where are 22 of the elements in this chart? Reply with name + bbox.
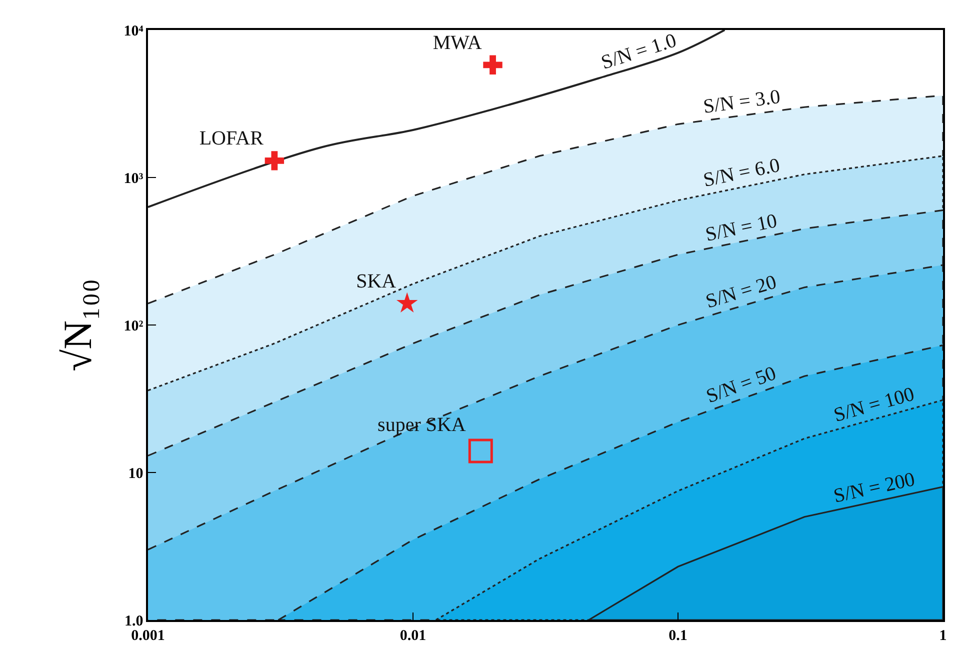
y-tick-label: 1.0 (124, 613, 144, 630)
series-label: S/N = 3.0 (702, 86, 782, 118)
text: S/N = 100 (831, 383, 917, 427)
text: S/N = 1.0 (598, 30, 680, 74)
series-label: LOFAR (199, 128, 264, 150)
x-tick-label: 0.001 (131, 628, 165, 644)
text: S/N = 200 (832, 468, 917, 508)
text: S/N = 10 (704, 210, 779, 246)
series-label: super SKA (378, 414, 466, 436)
y-tick-label: 10³ (124, 170, 144, 187)
x-tick-label: 0.1 (668, 628, 688, 644)
series-label: MWA (432, 32, 482, 54)
text: S/N = 50 (703, 362, 779, 408)
y-tick-label: 10² (124, 318, 144, 334)
text: S/N = 6.0 (701, 154, 782, 192)
y-tick-label: 10 (128, 466, 144, 482)
text: S/N = 20 (703, 271, 779, 313)
x-tick-label: 0.01 (400, 628, 426, 644)
series-label: SKA (356, 270, 397, 292)
y-tick-label: 10⁴ (124, 23, 144, 40)
x-tick-label: 1 (939, 628, 947, 644)
y-axis-title: √N₁₀₀ (54, 278, 100, 372)
